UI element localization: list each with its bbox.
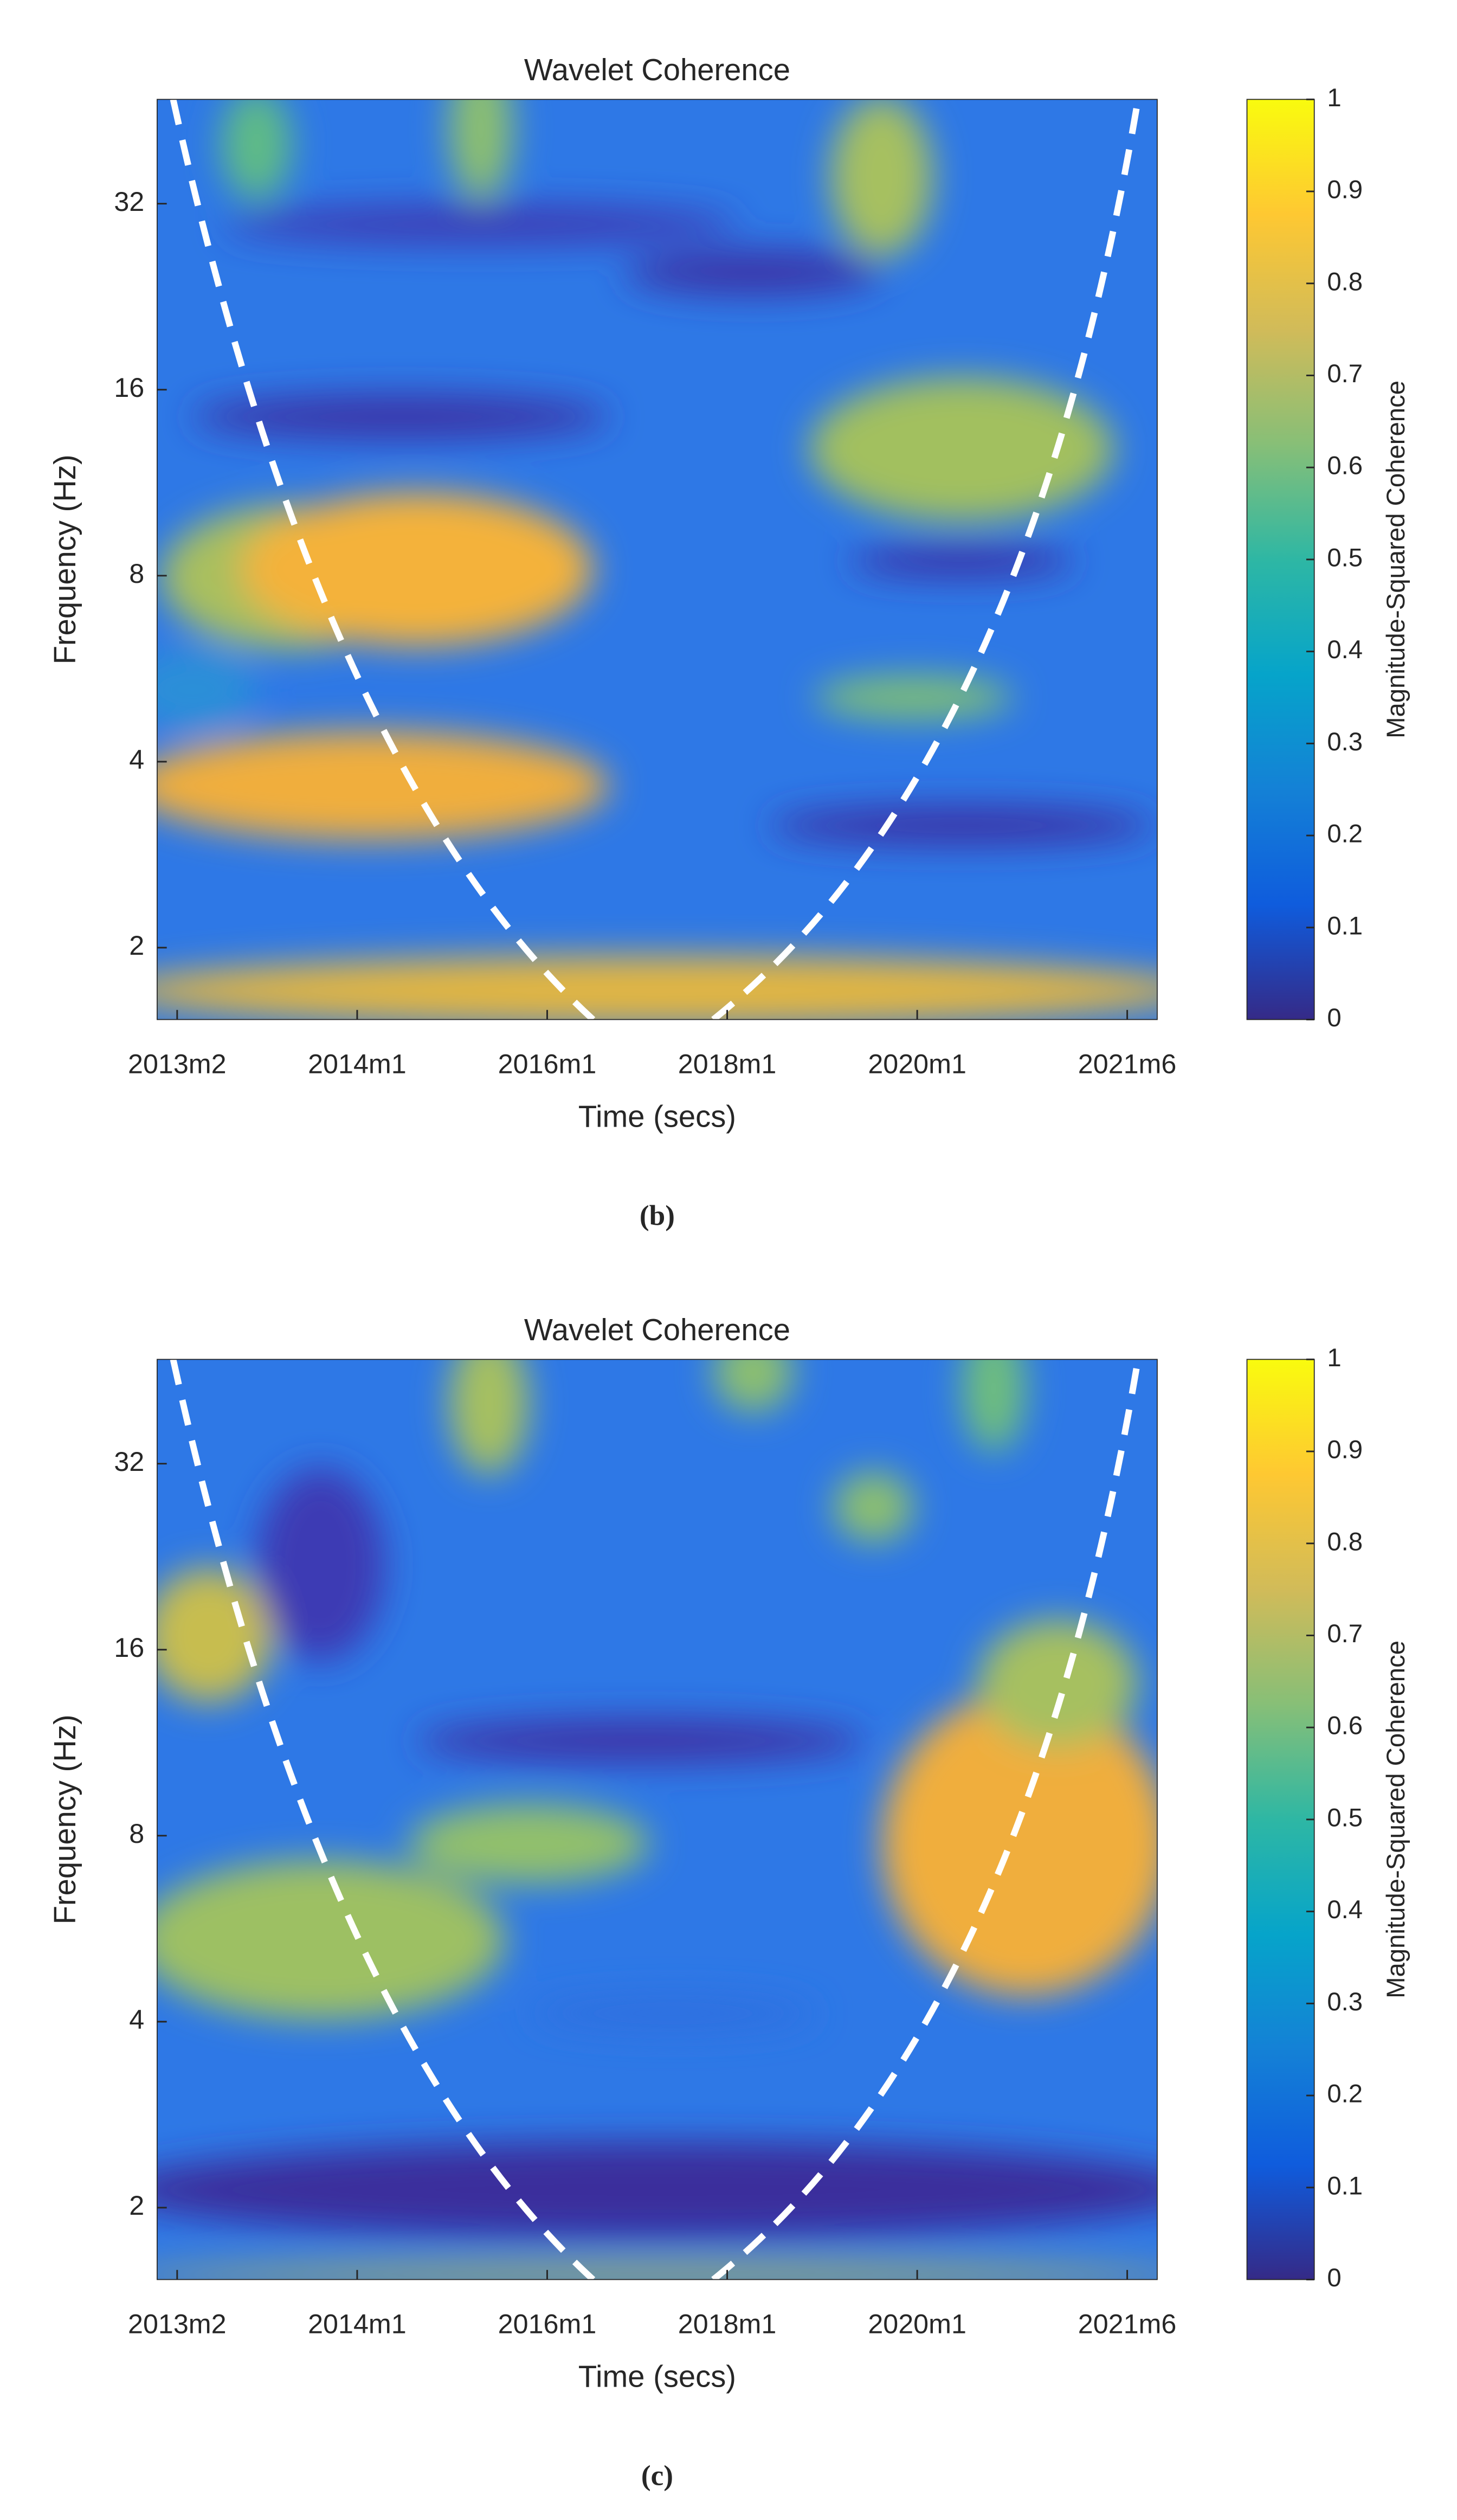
coherence-region	[449, 1359, 529, 1475]
colorbar-tick-label: 0.3	[1327, 728, 1363, 756]
coherence-region	[833, 1471, 914, 1542]
plot-frame	[157, 99, 1158, 1020]
x-tick-label: 2018m1	[678, 1049, 777, 1079]
x-tick-label: 2018m1	[678, 2309, 777, 2339]
x-tick-label: 2020m1	[868, 2309, 966, 2339]
y-axis-label: Frequency (Hz)	[48, 454, 82, 664]
coherence-region	[713, 1359, 794, 1412]
caption: (b)	[640, 1199, 675, 1231]
x-tick-label: 2016m1	[498, 2309, 597, 2339]
colorbar-tick-label: 1	[1327, 1343, 1341, 1372]
colorbar-tick-label: 0.9	[1327, 1436, 1363, 1464]
caption: (c)	[641, 2459, 673, 2491]
y-tick-label: 2	[129, 2190, 144, 2221]
x-tick-label: 2014m1	[308, 1049, 407, 1079]
y-tick-label: 32	[114, 1447, 144, 1477]
coherence-region	[962, 1359, 1026, 1452]
x-tick-label: 2016m1	[498, 1049, 597, 1079]
coherence-region	[449, 99, 513, 201]
colorbar-tick-label: 0.5	[1327, 1803, 1363, 1832]
coherence-region	[849, 545, 1074, 577]
coherence-region	[814, 674, 1013, 720]
y-tick-label: 32	[114, 187, 144, 217]
coherence-region	[157, 2142, 1157, 2238]
x-axis-label: Time (secs)	[578, 2360, 736, 2394]
coherence-region	[157, 1567, 273, 1703]
colorbar-tick-label: 0.7	[1327, 1619, 1363, 1648]
x-tick-label: 2021m6	[1078, 2309, 1177, 2339]
y-tick-label: 2	[129, 930, 144, 961]
colorbar-tick-label: 0.6	[1327, 452, 1363, 480]
colorbar-tick-label: 0.4	[1327, 1895, 1363, 1924]
x-tick-label: 2021m6	[1078, 1049, 1177, 1079]
x-tick-label: 2013m2	[128, 2309, 227, 2339]
x-tick-label: 2020m1	[868, 1049, 966, 1079]
cone-of-influence	[170, 99, 1142, 1020]
colorbar-tick-label: 0.5	[1327, 543, 1363, 572]
coherence-field	[157, 1359, 1157, 2280]
chart-title: Wavelet Coherence	[524, 1313, 790, 1347]
coherence-region	[157, 2265, 1157, 2280]
coherence-region	[830, 99, 933, 257]
colorbar-tick-label: 0.8	[1327, 1527, 1363, 1556]
heatmap	[157, 1359, 1157, 2280]
panel: Wavelet Coherence 2 4 8 16 32 2013m2 2014m1 2016…	[48, 53, 1410, 1231]
colorbar-tick-label: 0.1	[1327, 2171, 1363, 2200]
heatmap	[157, 99, 1157, 1020]
colorbar	[1246, 1359, 1315, 2280]
colorbar-tick-label: 1	[1327, 83, 1341, 112]
coherence-region	[157, 649, 257, 730]
colorbar-tick-label: 0.1	[1327, 911, 1363, 940]
colorbar-tick-label: 0.7	[1327, 359, 1363, 388]
colorbar-label: Magnitude-Squared Coherence	[1382, 1641, 1410, 1998]
x-tick-label: 2014m1	[308, 2309, 407, 2339]
colorbar	[1246, 99, 1315, 1020]
x-axis-label: Time (secs)	[578, 1100, 736, 1134]
coherence-region	[240, 492, 594, 646]
coherence-region	[977, 1619, 1138, 1747]
coherence-region	[157, 955, 1157, 1020]
chart-title: Wavelet Coherence	[524, 53, 790, 87]
coherence-field	[157, 99, 1157, 1020]
coherence-region	[416, 1718, 866, 1764]
coherence-region	[157, 1859, 505, 2020]
colorbar-tick-label: 0.3	[1327, 1988, 1363, 2016]
colorbar-tick-label: 0	[1327, 2264, 1341, 2292]
colorbar-tick-label: 0.6	[1327, 1712, 1363, 1740]
y-tick-label: 16	[114, 372, 144, 403]
coherence-region	[769, 806, 1155, 845]
colorbar-tick-label: 0.2	[1327, 820, 1363, 848]
coherence-region	[224, 205, 738, 244]
cone-of-influence	[170, 1359, 1142, 2280]
colorbar-tick-label: 0.4	[1327, 635, 1363, 664]
coherence-region	[625, 250, 882, 295]
x-tick-label: 2013m2	[128, 1049, 227, 1079]
colorbar-tick-label: 0	[1327, 1004, 1341, 1032]
y-tick-label: 8	[129, 558, 144, 589]
colorbar-tick-label: 0.2	[1327, 2080, 1363, 2108]
coherence-region	[528, 1994, 818, 2033]
y-tick-label: 4	[129, 744, 144, 775]
coherence-region	[409, 1803, 649, 1884]
coherence-region	[881, 1691, 1157, 1996]
y-axis-label: Frequency (Hz)	[48, 1714, 82, 1924]
coherence-region	[192, 394, 609, 440]
coherence-region	[809, 376, 1114, 521]
colorbar-tick-label: 0.8	[1327, 267, 1363, 296]
y-tick-label: 4	[129, 2004, 144, 2035]
coherence-region	[157, 731, 609, 840]
y-tick-label: 8	[129, 1818, 144, 1849]
y-tick-label: 16	[114, 1632, 144, 1663]
plot-frame	[157, 1359, 1158, 2280]
panel: Wavelet Coherence 2 4 8 16 32 2013m2 2014m1 2016…	[48, 1313, 1410, 2491]
coherence-region	[221, 99, 292, 201]
coherence-region	[256, 1468, 385, 1661]
colorbar-tick-label: 0.9	[1327, 176, 1363, 204]
colorbar-label: Magnitude-Squared Coherence	[1382, 381, 1410, 738]
